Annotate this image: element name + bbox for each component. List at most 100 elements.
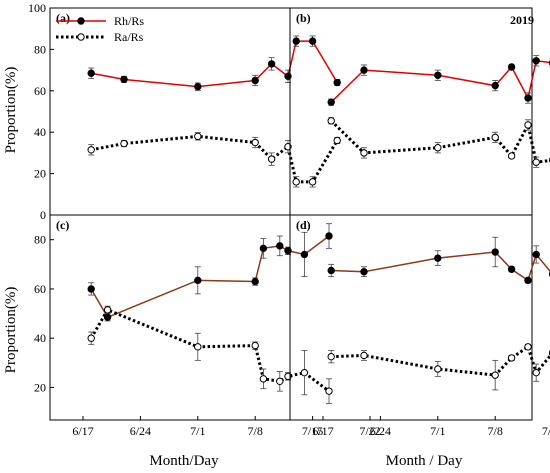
panel-frame	[49, 7, 291, 216]
data-point-ra-rs	[120, 139, 128, 148]
data-point-rh-rs	[491, 248, 499, 256]
x-tick-label: 6/17	[72, 424, 93, 438]
data-point-ra-rs	[524, 121, 532, 129]
data-point-rh-rs	[308, 37, 317, 45]
x-tick-label: 7/15	[542, 424, 550, 438]
data-point-rh-rs	[259, 244, 268, 253]
data-point-rh-rs	[251, 277, 259, 286]
data-point-ra-rs	[333, 136, 341, 145]
data-point-ra-rs	[194, 343, 202, 351]
data-point-ra-rs	[327, 117, 335, 125]
data-point-ra-rs	[507, 152, 516, 160]
legend-marker-ra-rs	[77, 33, 85, 41]
y-tick-label: 80	[34, 233, 46, 247]
y-tick-label: 40	[34, 125, 46, 139]
data-point-rh-rs	[103, 313, 112, 321]
data-point-rh-rs	[532, 57, 540, 65]
panel-label: (c)	[56, 218, 69, 232]
legend-marker-rh-rs	[77, 17, 85, 25]
data-point-rh-rs	[276, 242, 284, 250]
data-point-rh-rs	[251, 76, 259, 85]
data-point-rh-rs	[507, 63, 516, 71]
x-tick-label: 7/1	[190, 424, 205, 438]
y-tick-label: 20	[34, 380, 46, 394]
y-tick-label: 60	[34, 282, 46, 296]
data-point-rh-rs	[360, 66, 368, 74]
panel-frame	[289, 214, 533, 421]
data-point-rh-rs	[194, 82, 202, 91]
data-point-rh-rs	[87, 285, 95, 293]
x-tick-label: 7/22	[359, 424, 380, 438]
data-point-ra-rs	[325, 387, 333, 395]
legend-label-rh-rs: Rh/Rs	[114, 14, 144, 28]
y-axis-title-top: Proportion(%)	[3, 67, 19, 154]
data-point-rh-rs	[300, 250, 309, 259]
data-point-rh-rs	[434, 71, 442, 79]
x-tick-label: 7/8	[248, 424, 263, 438]
data-point-ra-rs	[327, 352, 335, 361]
data-point-rh-rs	[120, 75, 128, 84]
panel-c: 20 40 60 80 6/17 6/24 7/1 7/8 7/15 7/22 (c)	[34, 214, 381, 438]
data-point-rh-rs	[267, 60, 276, 68]
data-point-ra-rs	[267, 155, 276, 163]
x-axis-title-left: Month/Day	[149, 453, 219, 469]
data-point-rh-rs	[434, 254, 442, 262]
panel-label: (a)	[56, 11, 70, 25]
data-point-ra-rs	[434, 365, 442, 373]
data-point-ra-rs	[434, 144, 442, 152]
data-point-ra-rs	[491, 371, 499, 379]
data-point-rh-rs	[360, 268, 368, 276]
panel-frame	[289, 7, 533, 216]
panel-frame	[49, 214, 291, 421]
data-point-ra-rs	[532, 158, 540, 166]
data-point-ra-rs	[292, 178, 300, 186]
data-point-rh-rs	[491, 81, 499, 90]
panels-layer: 020406080100(a)Heating(b)Heating20406080…	[28, 1, 550, 438]
panel-b: (b)Heating	[289, 7, 550, 216]
panel-d: 6/17 6/24 7/1 7/8 7/15 (d)	[289, 214, 550, 438]
y-tick-label: 0	[40, 208, 46, 222]
x-tick-label: 6/24	[130, 424, 151, 438]
data-point-ra-rs	[194, 132, 202, 141]
x-tick-label: 7/15	[302, 424, 323, 438]
x-axis-title-right: Month / Day	[386, 453, 463, 469]
y-tick-label: 20	[34, 167, 46, 181]
data-point-ra-rs	[87, 334, 95, 342]
data-point-rh-rs	[532, 250, 540, 259]
data-point-ra-rs	[360, 149, 368, 157]
y-tick-label: 100	[28, 1, 46, 15]
y-tick-label: 80	[34, 42, 46, 56]
data-point-ra-rs	[507, 354, 516, 362]
data-point-rh-rs	[327, 266, 335, 275]
y-tick-label: 40	[34, 331, 46, 345]
data-point-rh-rs	[292, 37, 300, 45]
data-point-ra-rs	[491, 133, 499, 142]
data-point-ra-rs	[276, 377, 284, 385]
data-point-ra-rs	[360, 351, 368, 360]
data-point-rh-rs	[524, 94, 532, 102]
data-point-ra-rs	[532, 368, 540, 377]
x-tick-label: 7/1	[430, 424, 445, 438]
data-point-rh-rs	[507, 265, 516, 273]
data-point-rh-rs	[327, 98, 335, 106]
y-tick-label: 60	[34, 84, 46, 98]
data-point-ra-rs	[524, 343, 532, 351]
x-tick-label: 7/8	[488, 424, 503, 438]
data-point-ra-rs	[251, 138, 259, 147]
legend-label-ra-rs: Ra/Rs	[114, 30, 144, 44]
data-point-ra-rs	[103, 306, 112, 314]
data-point-rh-rs	[325, 232, 333, 240]
series-line-ra-rs	[90, 134, 339, 184]
data-point-rh-rs	[87, 69, 95, 77]
legend: Rh/Rs Ra/Rs	[56, 14, 144, 44]
data-point-ra-rs	[308, 178, 317, 186]
series-line-rh-rs	[91, 40, 338, 88]
x-tick-label: 6/24	[370, 424, 391, 438]
y-axis-title-bottom: Proportion(%)	[3, 287, 19, 374]
data-point-ra-rs	[251, 341, 259, 350]
series-line-rh-rs	[90, 235, 330, 319]
data-point-rh-rs	[524, 276, 532, 285]
panel-label: (d)	[296, 218, 311, 232]
